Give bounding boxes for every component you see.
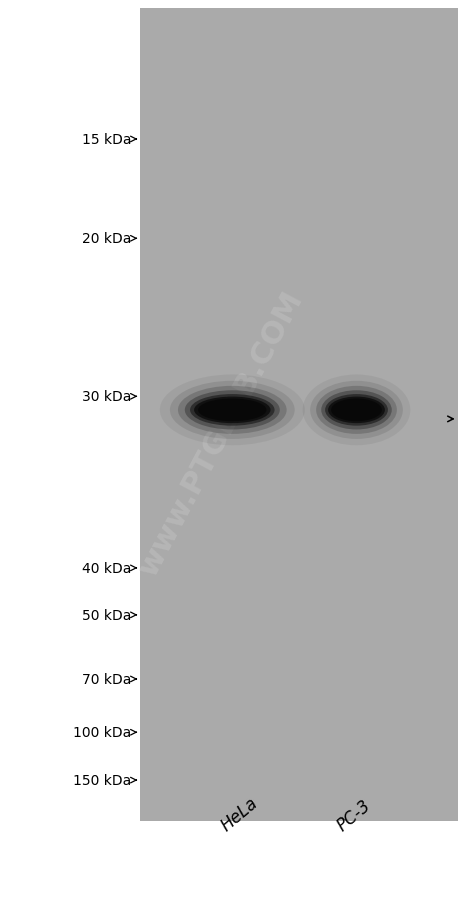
Ellipse shape <box>325 394 387 426</box>
Ellipse shape <box>169 382 294 439</box>
Bar <box>140 9 457 821</box>
Text: 50 kDa: 50 kDa <box>82 608 131 622</box>
Ellipse shape <box>185 391 279 430</box>
Text: 70 kDa: 70 kDa <box>82 672 131 686</box>
Ellipse shape <box>315 386 396 435</box>
Ellipse shape <box>302 375 409 446</box>
Ellipse shape <box>160 375 304 446</box>
Text: 100 kDa: 100 kDa <box>73 725 131 740</box>
Ellipse shape <box>327 397 384 424</box>
Text: HeLa: HeLa <box>217 794 261 834</box>
Ellipse shape <box>194 397 270 424</box>
Ellipse shape <box>320 391 391 430</box>
Text: 30 kDa: 30 kDa <box>82 390 131 404</box>
Text: 15 kDa: 15 kDa <box>81 133 131 147</box>
Ellipse shape <box>330 399 381 422</box>
Text: 40 kDa: 40 kDa <box>82 561 131 575</box>
Ellipse shape <box>178 386 286 435</box>
Ellipse shape <box>333 400 378 420</box>
Ellipse shape <box>198 399 266 422</box>
Text: 150 kDa: 150 kDa <box>73 773 131 787</box>
Ellipse shape <box>202 400 262 420</box>
Ellipse shape <box>190 394 274 426</box>
Text: 20 kDa: 20 kDa <box>82 232 131 246</box>
Ellipse shape <box>309 382 402 439</box>
Text: PC-3: PC-3 <box>333 796 374 834</box>
Text: www.PTGLAB.COM: www.PTGLAB.COM <box>133 286 308 580</box>
